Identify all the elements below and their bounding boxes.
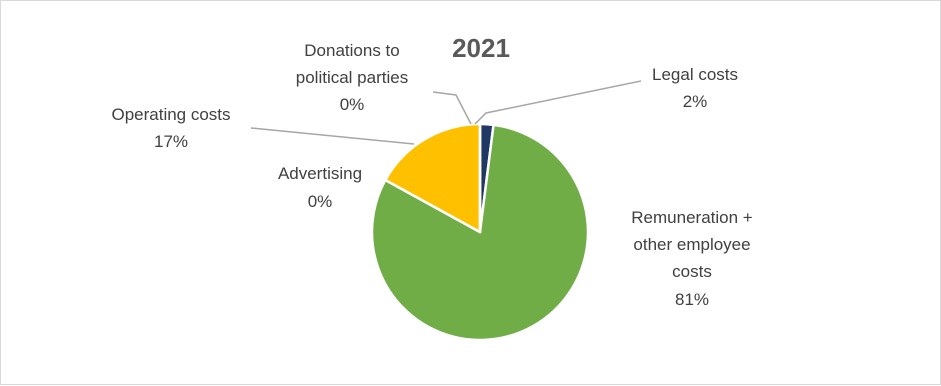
data-label-remuneration: Remuneration + other employee costs 81% [631, 208, 753, 309]
data-label-legal-costs-value: 2% [683, 92, 708, 111]
data-label-legal-costs: Legal costs 2% [652, 65, 738, 111]
data-label-operating-costs-category: Operating costs [111, 105, 230, 124]
pie-slices [370, 122, 590, 342]
data-label-remuneration-line2: other employee [633, 235, 750, 254]
data-label-donations-value: 0% [340, 95, 365, 114]
pie-slice-operating-costs [384, 122, 482, 234]
data-label-donations-line2: political parties [296, 68, 408, 87]
leader-line-donations [432, 91, 472, 125]
leader-line-legal-costs [474, 80, 642, 125]
data-label-donations: Donations to political parties 0% [296, 41, 408, 114]
data-label-operating-costs: Operating costs 17% [111, 105, 230, 151]
data-label-remuneration-line3: costs [672, 262, 712, 281]
data-label-donations-line1: Donations to [304, 41, 399, 60]
data-label-remuneration-value: 81% [675, 290, 709, 309]
data-label-legal-costs-category: Legal costs [652, 65, 738, 84]
chart-title: 2021 [452, 33, 510, 63]
data-label-advertising: Advertising 0% [278, 164, 362, 211]
data-label-advertising-value: 0% [308, 192, 333, 211]
data-label-advertising-category: Advertising [278, 164, 362, 183]
data-label-operating-costs-value: 17% [154, 132, 188, 151]
data-label-remuneration-line1: Remuneration + [631, 208, 753, 227]
leader-line-operating-costs [250, 127, 415, 145]
leader-lines [250, 80, 642, 145]
